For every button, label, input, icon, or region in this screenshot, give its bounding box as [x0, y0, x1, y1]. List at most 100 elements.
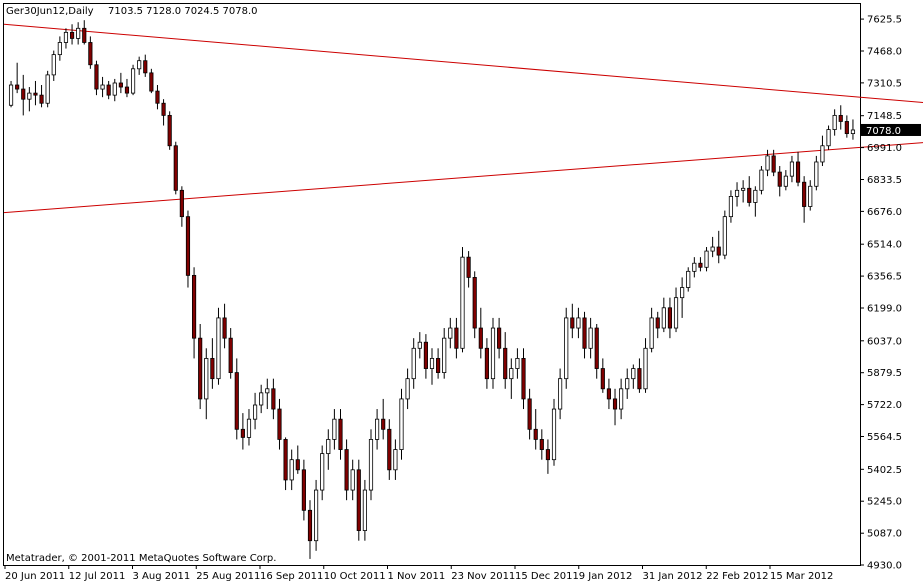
candle-body [429, 358, 435, 369]
candle-body [265, 388, 270, 394]
candle-body [722, 216, 727, 256]
candle-body [332, 418, 337, 440]
candle [222, 303, 227, 349]
candle [51, 50, 56, 81]
candle [802, 176, 807, 223]
candle-body [594, 327, 599, 369]
y-tick-label: 6037.0 [867, 336, 902, 347]
candle [734, 182, 740, 207]
candle [112, 78, 117, 102]
candle-body [838, 114, 843, 122]
candle-body [246, 418, 252, 438]
candle [570, 303, 575, 339]
candle [326, 429, 331, 470]
candle-body [625, 378, 630, 390]
candle-body [423, 341, 428, 369]
candle [198, 323, 203, 410]
candle-body [179, 189, 184, 218]
candle-body [277, 408, 282, 440]
candle [777, 166, 782, 197]
candle [454, 317, 459, 359]
candle-body [558, 378, 563, 410]
candle [27, 87, 32, 112]
candle-body [314, 489, 319, 542]
candle [45, 70, 50, 108]
candle-body [216, 317, 221, 380]
candle-body [850, 129, 856, 135]
candle [545, 439, 550, 474]
candle-body [680, 287, 685, 299]
candle-body [350, 469, 355, 491]
candle-body [619, 388, 624, 410]
candle [149, 68, 154, 94]
x-tick-label: 9 Jan 2012 [579, 571, 633, 582]
candle-body [118, 82, 123, 88]
candle-body [765, 155, 770, 171]
candle-body [631, 368, 636, 380]
candle [63, 28, 69, 49]
candle [484, 338, 489, 389]
candle [210, 338, 215, 389]
candle-body [673, 297, 679, 329]
candle-body [521, 358, 526, 400]
candle [240, 413, 245, 450]
candle [216, 307, 221, 385]
candle-body [271, 388, 276, 410]
candle-body [747, 187, 752, 203]
candle-body [753, 189, 758, 203]
candle-body [417, 341, 422, 349]
y-axis: 7625.5 7468.0 7310.5 7148.5 6991.0 6833.5 6676… [860, 15, 921, 572]
candle [179, 186, 184, 227]
candle-body [295, 459, 300, 471]
candle [655, 311, 660, 339]
candle [448, 317, 453, 349]
candle [795, 151, 801, 187]
candle [246, 409, 252, 446]
candle [594, 323, 599, 379]
candle [509, 358, 514, 399]
candle [88, 36, 93, 69]
candle-body [57, 42, 62, 56]
candle-body [820, 145, 825, 163]
candle-body [411, 347, 416, 380]
y-tick-label: 5402.5 [867, 465, 902, 476]
candle [686, 267, 691, 292]
candle-body [795, 161, 801, 183]
y-tick-label: 5564.5 [867, 432, 902, 443]
candle-body [45, 74, 50, 104]
chart-header-symbol: Ger30Jun12,Daily [6, 6, 94, 17]
candle-body [185, 216, 191, 276]
candle-body [155, 90, 160, 104]
candle [381, 398, 386, 440]
candle-body [210, 358, 215, 380]
candle [783, 170, 788, 191]
y-tick-label: 6833.5 [867, 175, 902, 186]
candle-body [393, 449, 398, 471]
candle [130, 64, 136, 96]
candle-body [643, 347, 648, 390]
y-tick-label: 5087.0 [867, 529, 902, 540]
plot-frame [3, 3, 861, 566]
candle [698, 257, 703, 272]
candle [673, 287, 679, 333]
candle-body [655, 317, 660, 329]
candle-body [130, 68, 136, 94]
candle [21, 74, 26, 116]
candle [155, 85, 160, 110]
candle-body [606, 388, 611, 400]
candle [234, 358, 239, 440]
candle-body [51, 54, 56, 76]
x-tick-label: 1 Nov 2011 [388, 571, 446, 582]
candle [844, 115, 849, 138]
candle-body [259, 392, 264, 406]
candle [277, 398, 282, 450]
candle-body [539, 439, 544, 450]
candle-body [167, 114, 172, 147]
candle [167, 111, 172, 150]
candle-body [39, 94, 44, 104]
y-tick-label: 5245.0 [867, 497, 902, 508]
candle-body [509, 368, 514, 380]
candle [173, 141, 178, 195]
candle-body [405, 378, 410, 400]
